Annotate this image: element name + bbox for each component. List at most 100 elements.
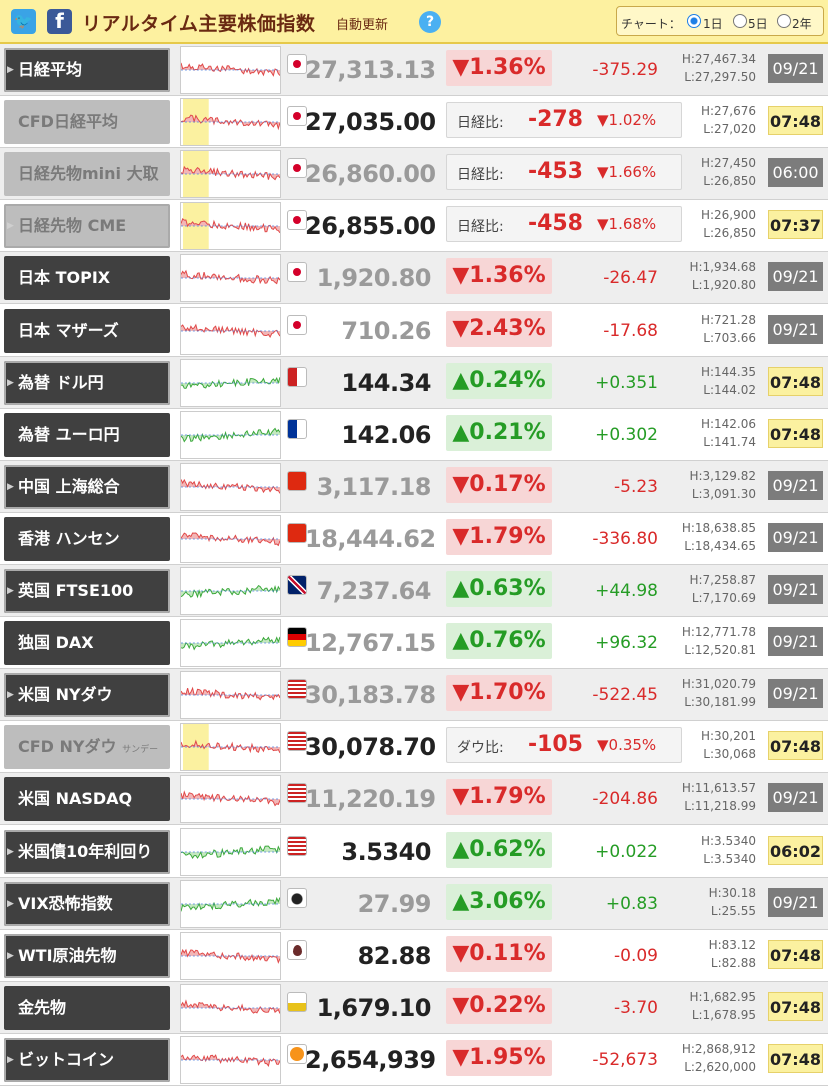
change-percent-badge: ▲0.63% (446, 571, 552, 607)
twitter-icon[interactable]: 🐦 (11, 9, 36, 34)
index-name-button[interactable]: 日本 TOPIX (4, 256, 170, 301)
high-value: H:30,201 (700, 729, 756, 744)
change-percent-badge: ▼1.36% (446, 258, 552, 295)
update-time: 09/21 (768, 679, 823, 709)
low-value: L:82.88 (710, 955, 756, 970)
table-row[interactable]: ▶ WTI原油先物 82.88 ▼0.11% -0.09 H:83.12 L:82.88 07… (0, 929, 828, 982)
index-name-button[interactable]: 独国 DAX (4, 621, 170, 666)
index-name-button[interactable]: 金先物 (4, 985, 170, 1030)
index-name-button[interactable]: 日本 マザーズ (4, 308, 170, 353)
index-name-button[interactable]: CFD NYダウ サンデー (4, 725, 170, 770)
index-name-button[interactable]: ▶ 米国 NYダウ (4, 673, 170, 718)
table-row[interactable]: ▶ 米国 NYダウ 30,183.78 ▼1.70% -522.45 H:31,020.7… (0, 669, 828, 722)
index-name-button[interactable]: 為替 ユーロ円 (4, 412, 170, 457)
index-name-button[interactable]: ▶ WTI原油先物 (4, 933, 170, 978)
sparkline-chart[interactable] (180, 46, 281, 94)
chart-range-radio-5d[interactable] (733, 14, 747, 28)
table-row[interactable]: ▶ ビットコイン 2,654,939 ▼1.95% -52,673 H:2,868,912… (0, 1033, 828, 1086)
index-name-button[interactable]: 香港 ハンセン (4, 516, 170, 561)
index-name-button[interactable]: ▶ 米国債10年利回り (4, 829, 170, 874)
table-row[interactable]: CFD日経平均 27,035.00 日経比: -278 ▼1.02% H:27,676 L:… (0, 96, 828, 149)
change-value: +0.83 (605, 893, 658, 914)
table-row[interactable]: ▶ VIX恐怖指数 27.99 ▲3.06% +0.83 H:30.18 L:25.55 09… (0, 877, 828, 930)
chart-range-radio-1d[interactable] (687, 14, 701, 28)
index-name-note: サンデー (122, 745, 159, 756)
table-row[interactable]: ▶ 英国 FTSE100 7,237.64 ▲0.63% +44.98 H:7,258.8… (0, 565, 828, 617)
index-name-button[interactable]: ▶ 為替 ドル円 (4, 360, 170, 405)
sparkline-chart[interactable] (180, 567, 281, 615)
index-name-button[interactable]: ▶ 英国 FTSE100 (4, 569, 170, 613)
sparkline-chart[interactable] (180, 150, 281, 199)
table-row[interactable]: ▶ 中国 上海総合 3,117.18 ▼0.17% -5.23 H:3,129.82 L:3… (0, 460, 828, 513)
sparkline-chart[interactable] (180, 202, 281, 251)
high-value: H:27,467.34 (681, 52, 756, 66)
index-name-button[interactable]: 米国 NASDAQ (4, 777, 170, 822)
table-row[interactable]: ▶ 日経平均 27,313.13 ▼1.36% -375.29 H:27,467.34 L:… (0, 44, 828, 96)
comparison-percent: ▼0.35% (597, 736, 657, 755)
table-row[interactable]: 為替 ユーロ円 142.06 ▲0.21% +0.302 H:142.06 L:141.7… (0, 408, 828, 461)
index-name: 金先物 (18, 997, 67, 1017)
index-name-button[interactable]: ▶ VIX恐怖指数 (4, 881, 170, 926)
table-row[interactable]: CFD NYダウ サンデー 30,078.70 ダウ比: -105 ▼0.35% H:30… (0, 721, 828, 774)
chart-range-radio-2y[interactable] (777, 14, 791, 28)
index-price: 710.26 (341, 316, 431, 345)
index-price: 27.99 (357, 889, 432, 918)
low-value: L:30,068 (703, 747, 756, 762)
sparkline-chart[interactable] (180, 306, 281, 355)
table-row[interactable]: ▶ 為替 ドル円 144.34 ▲0.24% +0.351 H:144.35 L:144.0… (0, 356, 828, 409)
table-row[interactable]: ▶ 日経先物 CME 26,855.00 日経比: -458 ▼1.68% H:26,900… (0, 200, 828, 253)
sparkline-chart[interactable] (180, 462, 281, 511)
index-name-button[interactable]: ▶ ビットコイン (4, 1037, 170, 1082)
table-row[interactable]: 独国 DAX 12,767.15 ▲0.76% +96.32 H:12,771.78 L:… (0, 617, 828, 670)
index-name-button[interactable]: ▶ 中国 上海総合 (4, 464, 170, 509)
sparkline-chart[interactable] (180, 983, 281, 1032)
table-row[interactable]: 香港 ハンセン 18,444.62 ▼1.79% -336.80 H:18,638.85… (0, 512, 828, 565)
sparkline-chart[interactable] (180, 879, 281, 928)
index-name-button[interactable]: 日経先物mini 大取 (4, 152, 170, 197)
sparkline-chart[interactable] (180, 827, 281, 876)
sparkline-chart[interactable] (180, 254, 281, 303)
high-low: H:27,467.34 L:27,297.50 (668, 50, 756, 86)
sparkline-chart[interactable] (180, 358, 281, 407)
high-value: H:721.28 (700, 312, 756, 327)
update-time: 09/21 (768, 783, 823, 813)
high-low: H:31,020.79 L:30,181.99 (668, 675, 756, 711)
chart-range-option-2y[interactable]: 2年 (792, 17, 812, 31)
index-name: 為替 ドル円 (18, 372, 104, 392)
index-name-button[interactable]: ▶ 日経先物 CME (4, 204, 170, 249)
expand-arrow-icon: ▶ (7, 898, 14, 909)
change-percent-badge: ▼0.11% (446, 935, 552, 972)
high-value: H:83.12 (708, 937, 756, 952)
table-row[interactable]: 金先物 1,679.10 ▼0.22% -3.70 H:1,682.95 L:1,678.… (0, 981, 828, 1034)
table-row[interactable]: 日本 マザーズ 710.26 ▼2.43% -17.68 H:721.28 L:703.6… (0, 304, 828, 357)
facebook-icon[interactable]: f (47, 9, 72, 34)
sparkline-chart[interactable] (180, 619, 281, 668)
low-value: L:1,678.95 (691, 1007, 756, 1022)
table-row[interactable]: 日本 TOPIX 1,920.80 ▼1.36% -26.47 H:1,934.68 L:… (0, 252, 828, 305)
table-row[interactable]: 米国 NASDAQ 11,220.19 ▼1.79% -204.86 H:11,613.… (0, 773, 828, 826)
page-title: リアルタイム主要株価指数 (82, 13, 316, 35)
sparkline-chart[interactable] (180, 1035, 281, 1084)
sparkline-chart[interactable] (180, 671, 281, 720)
sparkline-chart[interactable] (180, 410, 281, 459)
high-low: H:18,638.85 L:18,434.65 (668, 519, 756, 555)
help-icon[interactable]: ? (419, 11, 441, 33)
chart-range-option-5d[interactable]: 5日 (748, 17, 768, 31)
sparkline-chart[interactable] (180, 98, 281, 147)
index-price: 3,117.18 (316, 472, 432, 501)
high-value: H:11,613.57 (681, 781, 756, 796)
chart-range-option-1d[interactable]: 1日 (703, 17, 723, 31)
comparison-label: 日経比: (457, 115, 504, 132)
index-name-button[interactable]: CFD日経平均 (4, 100, 170, 145)
sparkline-chart[interactable] (180, 514, 281, 563)
table-row[interactable]: ▶ 米国債10年利回り 3.5340 ▲0.62% +0.022 H:3.5340 L:3.… (0, 825, 828, 878)
sparkline-chart[interactable] (180, 723, 281, 772)
change-value: +0.022 (595, 841, 658, 862)
low-value: L:30,181.99 (684, 695, 756, 710)
index-name-button[interactable]: ▶ 日経平均 (4, 48, 170, 92)
sparkline-chart[interactable] (180, 931, 281, 980)
table-row[interactable]: 日経先物mini 大取 26,860.00 日経比: -453 ▼1.66% H:27,4… (0, 148, 828, 201)
index-price: 1,920.80 (316, 264, 432, 293)
sparkline-chart[interactable] (180, 775, 281, 824)
index-price: 7,237.64 (316, 577, 432, 605)
